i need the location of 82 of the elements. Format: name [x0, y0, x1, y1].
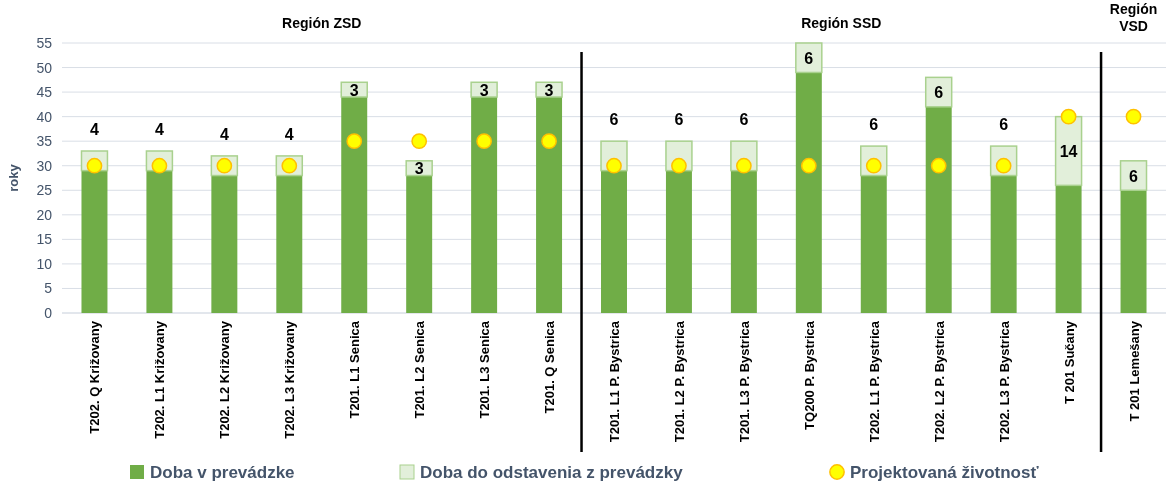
- data-label: 3: [414, 160, 424, 178]
- y-tick-label: 15: [36, 231, 53, 248]
- legend-label: Projektovaná životnosť: [850, 463, 1040, 482]
- data-label: 6: [804, 49, 814, 67]
- point: [1125, 108, 1142, 125]
- data-label: 4: [219, 125, 229, 143]
- x-tick-label: T201. Q Senica: [542, 320, 558, 414]
- bar: [406, 175, 433, 313]
- y-tick-label: 25: [36, 182, 53, 199]
- x-tick-label: T 201 Lemešany: [1126, 320, 1142, 422]
- y-tick-label: 10: [36, 255, 53, 272]
- y-tick-label: 50: [36, 59, 53, 76]
- bar: [925, 106, 952, 313]
- y-tick-label: 30: [36, 157, 53, 174]
- bar: [211, 175, 238, 313]
- point: [800, 157, 817, 174]
- bar: [860, 175, 887, 313]
- y-tick-label: 35: [36, 133, 53, 150]
- bar: [276, 175, 303, 313]
- data-label: 6: [934, 84, 944, 102]
- data-label: 3: [349, 81, 359, 99]
- bar: [795, 72, 822, 313]
- y-tick-label: 20: [36, 206, 53, 223]
- bar: [536, 97, 563, 313]
- text: Región VSD: [1109, 1, 1158, 34]
- x-tick-label: T202. L3 P. Bystrica: [996, 320, 1012, 443]
- x-tick-label: T202. L3 Križovany: [282, 320, 298, 439]
- bar: [471, 97, 498, 313]
- text: Región ZSD: [282, 15, 362, 31]
- bar: [146, 170, 173, 313]
- point: [541, 133, 557, 150]
- x-tick-label: T201. L1 P. Bystrica: [607, 320, 622, 443]
- point: [411, 133, 428, 150]
- bar: [1120, 190, 1147, 313]
- bar: [730, 170, 757, 313]
- data-label: 4: [284, 125, 294, 143]
- point: [736, 157, 752, 174]
- bar: [601, 170, 627, 313]
- data-label: 3: [479, 81, 489, 99]
- point: [346, 133, 363, 150]
- point: [671, 157, 687, 174]
- point: [1060, 108, 1077, 125]
- y-axis-title: roky: [6, 163, 21, 192]
- bar: [341, 97, 368, 313]
- bar: [81, 170, 108, 313]
- x-tick-label: T201. L2 P. Bystrica: [671, 320, 687, 443]
- y-tick-label: 45: [36, 84, 53, 101]
- data-label: 14: [1059, 143, 1078, 160]
- x-tick-label: T202. L1 Križovany: [152, 320, 168, 439]
- y-tick-label: 5: [44, 280, 53, 297]
- x-tick-label: T202. L1 P. Bystrica: [866, 320, 882, 443]
- x-tick-label: T 201 Sučany: [1061, 320, 1077, 405]
- legend-label: Doba do odstavenia z prevádzky: [420, 463, 684, 482]
- data-label: 6: [674, 111, 684, 129]
- x-tick-label: T201. L1 Senica: [347, 320, 363, 419]
- x-tick-label: T201. L2 Senica: [412, 320, 428, 419]
- data-label: 4: [154, 121, 164, 138]
- x-tick-label: T202. L2 Križovany: [217, 320, 233, 439]
- point: [476, 133, 492, 150]
- x-tick-label: TQ200 P. Bystrica: [801, 320, 817, 430]
- data-label: 3: [544, 81, 554, 99]
- bar: [1055, 185, 1082, 313]
- point: [930, 157, 947, 174]
- data-label: 6: [999, 116, 1009, 134]
- legend-label: Doba v prevádzke: [150, 463, 295, 482]
- bar: [665, 170, 692, 313]
- x-tick-label: T201. L3 Senica: [477, 320, 493, 419]
- data-label: 6: [739, 111, 749, 129]
- data-label: 6: [609, 111, 619, 129]
- data-label: 6: [869, 116, 879, 134]
- y-tick-label: 0: [44, 305, 53, 321]
- bar: [795, 42, 823, 74]
- data-label: 6: [1129, 167, 1139, 185]
- data-label: 4: [90, 121, 100, 138]
- point: [606, 157, 622, 174]
- y-tick-label: 55: [36, 35, 53, 51]
- x-tick-label: T202. Q Križovany: [87, 320, 103, 434]
- y-tick-label: 40: [36, 108, 53, 125]
- x-tick-label: T201. L3 P. Bystrica: [736, 320, 752, 443]
- bar: [990, 175, 1017, 313]
- text: Región SSD: [801, 15, 882, 31]
- x-tick-label: T202. L2 P. Bystrica: [931, 320, 947, 443]
